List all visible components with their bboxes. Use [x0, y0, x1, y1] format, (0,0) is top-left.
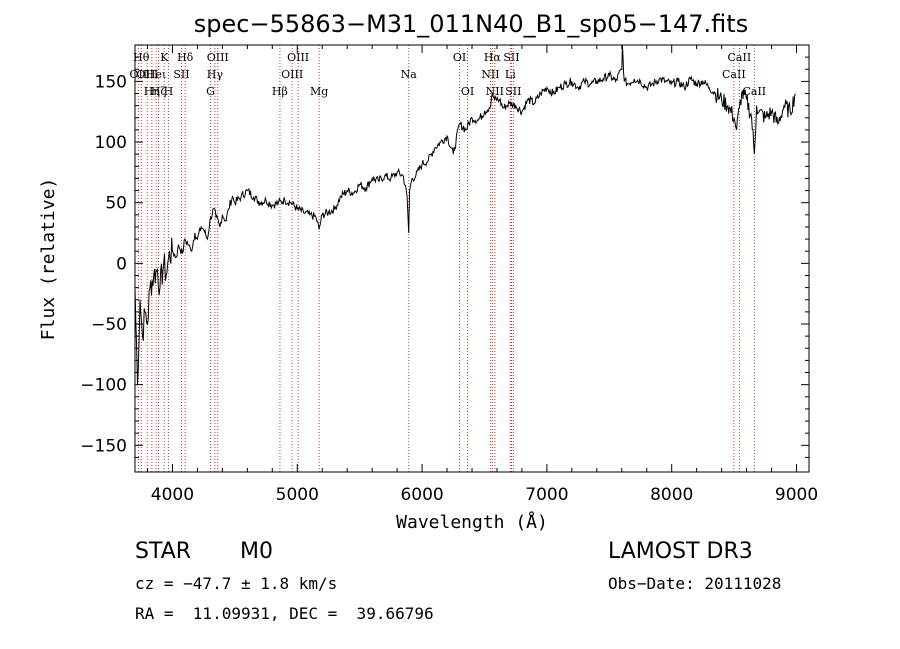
spectrum-line: [134, 44, 796, 385]
emission-lines: OII Hθ OIII Hη Heι Hζ K H SII Hδ G Hγ OIII Hβ OIII OIII…: [130, 45, 766, 472]
y-tick-label: 100: [95, 133, 127, 153]
emission-line-label: OI: [453, 51, 466, 64]
coordinates: RA = 11.09931, DEC = 39.66796: [135, 604, 434, 623]
emission-line-label: OIII: [287, 51, 309, 64]
redshift-velocity: cz = −47.7 ± 1.8 km/s: [135, 574, 338, 593]
emission-line-label: Hγ: [207, 68, 224, 81]
emission-line-label: Mg: [310, 85, 328, 98]
emission-line-label: Hα: [484, 51, 502, 64]
emission-line-label: Hζ: [151, 85, 167, 98]
emission-line-label: Hβ: [272, 85, 288, 98]
object-class: STAR: [135, 539, 192, 564]
emission-line-label: H: [164, 85, 174, 98]
x-tick-label: 7000: [525, 485, 568, 505]
emission-line-label: OIII: [207, 51, 229, 64]
emission-line-label: OIII: [136, 68, 158, 81]
emission-line-label: OI: [461, 85, 474, 98]
emission-line-label: SII: [173, 68, 189, 81]
survey-name: LAMOST DR3: [608, 539, 753, 564]
emission-line-label: CaII: [742, 85, 766, 98]
spectrum-series: [134, 44, 796, 385]
emission-line-label: NII: [486, 85, 504, 98]
emission-line-label: CaII: [722, 68, 746, 81]
emission-line-label: K: [160, 51, 169, 64]
emission-line-label: CaII: [728, 51, 752, 64]
y-tick-label: −100: [80, 376, 127, 396]
y-tick-label: 0: [116, 254, 127, 274]
emission-line-label: Heι: [146, 68, 166, 81]
y-tick-label: 150: [95, 72, 127, 92]
y-axis-label: Flux (relative): [38, 178, 59, 341]
emission-line-label: G: [206, 85, 215, 98]
y-axis-ticks: −150 −100 −50 0 50 100 150: [80, 56, 809, 458]
observation-date: Obs−Date: 20111028: [608, 574, 782, 593]
emission-line-label: Na: [401, 68, 418, 81]
x-tick-label: 4000: [151, 485, 194, 505]
y-tick-label: −50: [91, 315, 127, 335]
emission-line-label: OII: [130, 68, 148, 81]
y-tick-label: −150: [80, 436, 127, 456]
x-tick-label: 5000: [276, 485, 319, 505]
emission-line-label: SII: [503, 51, 519, 64]
x-axis-ticks: 4000 5000 6000 7000 8000 9000: [146, 45, 818, 505]
chart-title: spec−55863−M31_011N40_B1_sp05−147.fits: [194, 10, 748, 38]
x-tick-label: 9000: [775, 485, 818, 505]
emission-line-label: Li: [505, 68, 516, 81]
x-axis-label: Wavelength (Å): [396, 511, 548, 533]
emission-line-label: NII: [481, 68, 499, 81]
emission-line-label: OIII: [281, 68, 303, 81]
emission-line-label: Hδ: [177, 51, 194, 64]
emission-line-label: SII: [505, 85, 521, 98]
emission-line-label: Hθ: [133, 51, 150, 64]
emission-line-label: Hη: [144, 85, 160, 98]
x-tick-label: 8000: [650, 485, 693, 505]
x-tick-label: 6000: [400, 485, 443, 505]
plot-frame: [134, 44, 810, 473]
y-tick-label: 50: [105, 194, 127, 214]
object-subclass: M0: [240, 539, 273, 564]
